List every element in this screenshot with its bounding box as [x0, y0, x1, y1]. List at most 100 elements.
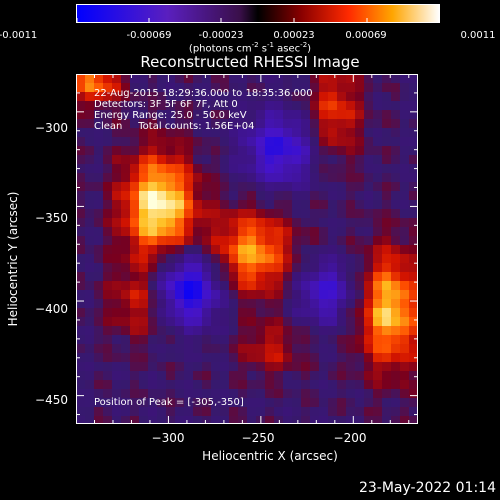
heatmap-cell [409, 326, 418, 335]
heatmap-cell [391, 416, 400, 424]
heatmap-cell [409, 263, 418, 272]
heatmap-cell [103, 236, 112, 245]
heatmap-cell [373, 155, 382, 164]
heatmap-cell [256, 326, 265, 335]
heatmap-cell [148, 164, 157, 173]
heatmap-cell [121, 200, 130, 209]
heatmap-cell [292, 380, 301, 389]
heatmap-cell [238, 389, 247, 398]
heatmap-cell [85, 290, 94, 299]
heatmap-cell [283, 254, 292, 263]
heatmap-cell [175, 362, 184, 371]
heatmap-cell [301, 155, 310, 164]
heatmap-cell [121, 83, 130, 92]
heatmap-cell [211, 173, 220, 182]
heatmap-cell [121, 290, 130, 299]
heatmap-cell [400, 290, 409, 299]
heatmap-cell [103, 119, 112, 128]
heatmap-cell [76, 299, 85, 308]
heatmap-cell [373, 128, 382, 137]
heatmap-cell [382, 371, 391, 380]
heatmap-cell [256, 173, 265, 182]
heatmap-cell [328, 290, 337, 299]
heatmap-cell [265, 290, 274, 299]
heatmap-cell [184, 227, 193, 236]
heatmap-cell [310, 263, 319, 272]
heatmap-cell [319, 119, 328, 128]
heatmap-cell [202, 191, 211, 200]
heatmap-cell [247, 173, 256, 182]
heatmap-cell [229, 74, 238, 83]
heatmap-cell [130, 245, 139, 254]
heatmap-cell [112, 326, 121, 335]
heatmap-cell [193, 344, 202, 353]
heatmap-cell [319, 398, 328, 407]
heatmap-cell [211, 146, 220, 155]
heatmap-cell [112, 281, 121, 290]
heatmap-cell [184, 74, 193, 83]
heatmap-cell [85, 344, 94, 353]
x-tick-label: −200 [333, 431, 367, 445]
heatmap-cell [391, 407, 400, 416]
heatmap-cell [301, 119, 310, 128]
heatmap-cell [202, 398, 211, 407]
heatmap-cell [220, 326, 229, 335]
heatmap-cell [409, 92, 418, 101]
heatmap-cell [85, 173, 94, 182]
heatmap-cell [409, 83, 418, 92]
heatmap-cell [103, 272, 112, 281]
heatmap-cell [175, 155, 184, 164]
heatmap-cell [337, 110, 346, 119]
heatmap-cell [202, 92, 211, 101]
heatmap-cell [166, 398, 175, 407]
heatmap-cell [247, 200, 256, 209]
heatmap-cell [211, 407, 220, 416]
heatmap-cell [247, 362, 256, 371]
heatmap-cell [382, 353, 391, 362]
heatmap-cell [211, 92, 220, 101]
heatmap-cell [211, 155, 220, 164]
heatmap-cell [274, 164, 283, 173]
heatmap-cell [157, 380, 166, 389]
heatmap-cell [301, 353, 310, 362]
heatmap-cell [337, 371, 346, 380]
heatmap-cell [193, 146, 202, 155]
heatmap-cell [193, 254, 202, 263]
heatmap-cell [256, 299, 265, 308]
heatmap-cell [328, 353, 337, 362]
heatmap-cell [130, 128, 139, 137]
heatmap-cell [283, 128, 292, 137]
heatmap-cell [103, 110, 112, 119]
heatmap-cell [364, 218, 373, 227]
heatmap-cell [211, 74, 220, 83]
heatmap-cell [76, 290, 85, 299]
heatmap-cell [112, 407, 121, 416]
heatmap-cell [310, 92, 319, 101]
heatmap-cell [391, 119, 400, 128]
heatmap-cell [220, 344, 229, 353]
heatmap-cell [373, 380, 382, 389]
heatmap-cell [157, 245, 166, 254]
heatmap-cell [76, 200, 85, 209]
heatmap-cell [85, 119, 94, 128]
heatmap-cell [157, 371, 166, 380]
heatmap-cell [364, 416, 373, 424]
heatmap-cell [148, 371, 157, 380]
heatmap-cell [94, 173, 103, 182]
heatmap-cell [229, 281, 238, 290]
heatmap-cell [175, 398, 184, 407]
heatmap-cell [103, 83, 112, 92]
heatmap-cell [193, 326, 202, 335]
heatmap-cell [166, 308, 175, 317]
heatmap-cell [112, 128, 121, 137]
heatmap-cell [319, 92, 328, 101]
heatmap-cell [274, 218, 283, 227]
heatmap-cell [202, 155, 211, 164]
heatmap-cell [409, 317, 418, 326]
y-tick-label: −450 [35, 393, 68, 407]
heatmap-cell [265, 380, 274, 389]
heatmap-cell [319, 407, 328, 416]
heatmap-cell [193, 119, 202, 128]
heatmap-cell [391, 344, 400, 353]
heatmap-cell [112, 398, 121, 407]
